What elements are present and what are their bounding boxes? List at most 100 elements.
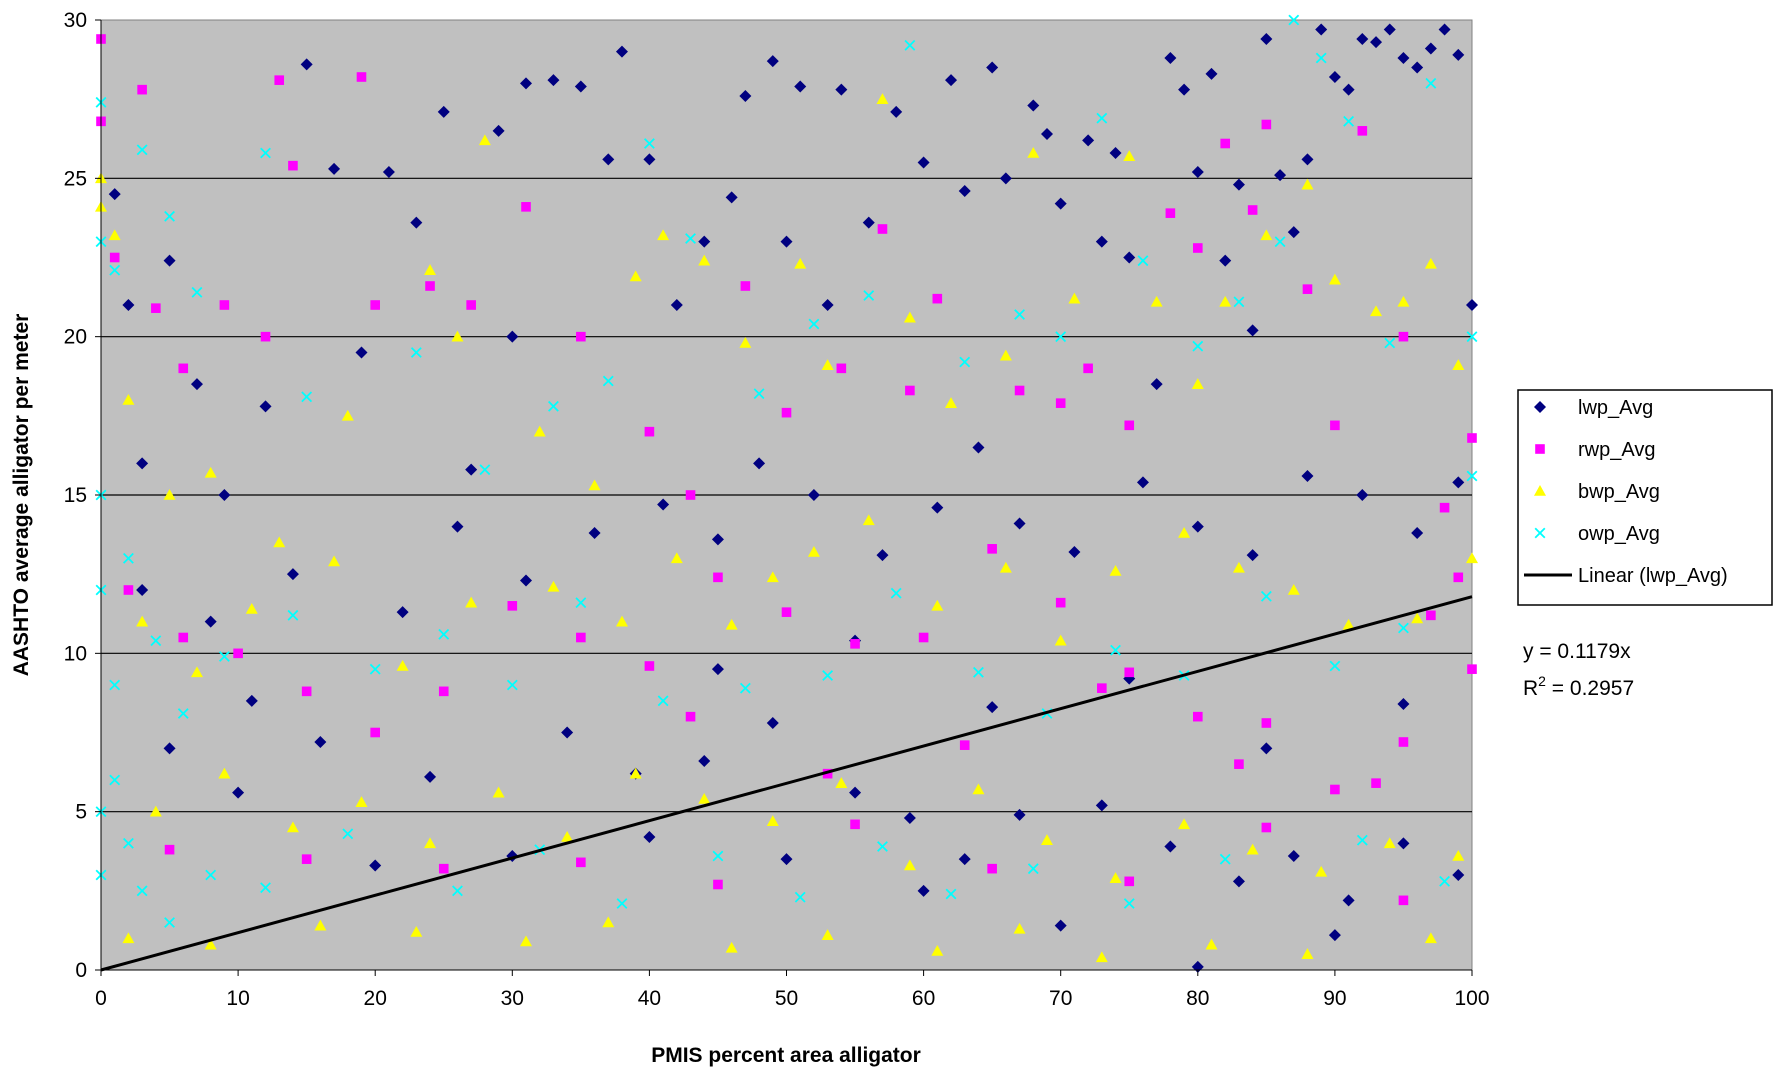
data-point	[945, 397, 958, 408]
data-point	[122, 932, 135, 944]
data-point	[1232, 875, 1245, 888]
data-point	[136, 615, 149, 627]
data-point	[452, 885, 463, 897]
data-point	[438, 863, 449, 874]
data-point	[1315, 865, 1328, 877]
data-point	[807, 546, 820, 557]
data-point	[1097, 683, 1107, 693]
data-point	[863, 290, 875, 301]
data-point	[218, 489, 231, 501]
data-point	[657, 229, 670, 241]
data-point	[999, 561, 1012, 573]
data-point	[958, 853, 971, 866]
data-point	[1110, 644, 1121, 656]
data-point	[547, 400, 559, 412]
data-point	[465, 596, 478, 608]
x-tick-label: 10	[226, 987, 249, 1010]
data-point	[615, 615, 628, 627]
data-point	[1150, 378, 1163, 391]
data-point	[1068, 546, 1081, 558]
data-point	[314, 736, 327, 748]
data-point	[877, 224, 888, 234]
data-point	[945, 74, 958, 87]
data-point	[1370, 305, 1383, 317]
data-point	[1330, 784, 1340, 795]
data-point	[547, 580, 560, 592]
data-point	[1246, 843, 1259, 855]
x-tick-label: 20	[364, 987, 387, 1010]
data-point	[1411, 61, 1424, 74]
legend-label: rwp_Avg	[1578, 439, 1655, 461]
data-point	[850, 639, 860, 649]
data-point	[1054, 634, 1067, 646]
data-point	[1328, 273, 1341, 285]
x-tick-label: 90	[1323, 987, 1346, 1010]
data-point	[616, 898, 628, 909]
data-point	[506, 330, 519, 343]
data-point	[164, 844, 175, 855]
data-point	[109, 774, 121, 786]
data-point	[150, 635, 162, 647]
data-point	[1013, 517, 1026, 530]
legend-box	[1517, 389, 1773, 606]
data-point	[890, 105, 903, 118]
data-point	[370, 727, 380, 738]
data-point	[108, 229, 121, 241]
data-point	[1411, 527, 1424, 539]
data-point	[342, 828, 354, 840]
data-point	[821, 929, 834, 940]
data-point	[807, 489, 820, 501]
data-point	[424, 837, 437, 849]
data-point	[643, 153, 656, 166]
data-point	[1219, 853, 1231, 865]
data-point	[1261, 718, 1272, 728]
data-point	[396, 660, 409, 671]
legend-item-rwp_Avg: rwp_Avg	[1535, 439, 1655, 461]
data-point	[1466, 331, 1478, 343]
data-point	[164, 210, 175, 222]
data-point	[465, 463, 478, 476]
data-point	[355, 346, 368, 359]
data-point	[904, 39, 916, 51]
data-point	[1287, 226, 1300, 239]
y-tick-label: 5	[75, 801, 87, 824]
data-point	[1095, 799, 1108, 812]
data-point	[151, 303, 161, 313]
data-point	[905, 385, 915, 396]
data-point	[301, 391, 313, 403]
data-point	[821, 299, 834, 311]
data-point	[274, 75, 285, 85]
data-point	[766, 55, 779, 68]
data-point	[1301, 470, 1314, 482]
data-point	[1205, 67, 1218, 80]
data-point	[685, 711, 696, 722]
data-point	[643, 831, 656, 843]
data-point	[1398, 895, 1409, 906]
data-point	[1191, 378, 1204, 389]
y-tick-label: 15	[64, 484, 87, 507]
data-point	[218, 651, 230, 662]
data-point	[629, 767, 642, 779]
data-point	[245, 694, 258, 707]
data-point	[766, 571, 779, 583]
data-point	[109, 679, 121, 691]
legend-marker	[1534, 485, 1546, 496]
data-point	[1040, 128, 1053, 140]
data-point	[794, 891, 806, 903]
data-point	[437, 105, 450, 118]
data-point	[781, 607, 792, 617]
data-point	[1136, 476, 1149, 489]
data-point	[260, 882, 271, 894]
data-point	[260, 331, 271, 342]
data-point	[739, 90, 752, 102]
data-point	[1357, 126, 1368, 136]
data-point	[520, 935, 533, 947]
plot-points	[95, 14, 1478, 973]
data-point	[1398, 331, 1409, 342]
data-point	[973, 666, 984, 678]
data-point	[903, 311, 916, 323]
data-point	[328, 555, 341, 567]
data-point	[1397, 295, 1410, 307]
data-point	[382, 166, 395, 178]
data-point	[1438, 23, 1451, 36]
